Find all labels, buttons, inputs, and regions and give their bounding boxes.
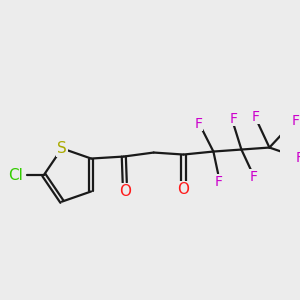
Text: O: O [178,182,190,197]
Text: F: F [292,113,299,128]
Text: F: F [295,151,300,164]
Text: Cl: Cl [8,167,23,182]
Text: F: F [230,112,238,125]
Text: S: S [57,141,67,156]
Text: F: F [251,110,260,124]
Text: F: F [194,116,202,130]
Text: F: F [215,175,223,188]
Text: F: F [250,169,257,184]
Text: O: O [119,184,131,199]
